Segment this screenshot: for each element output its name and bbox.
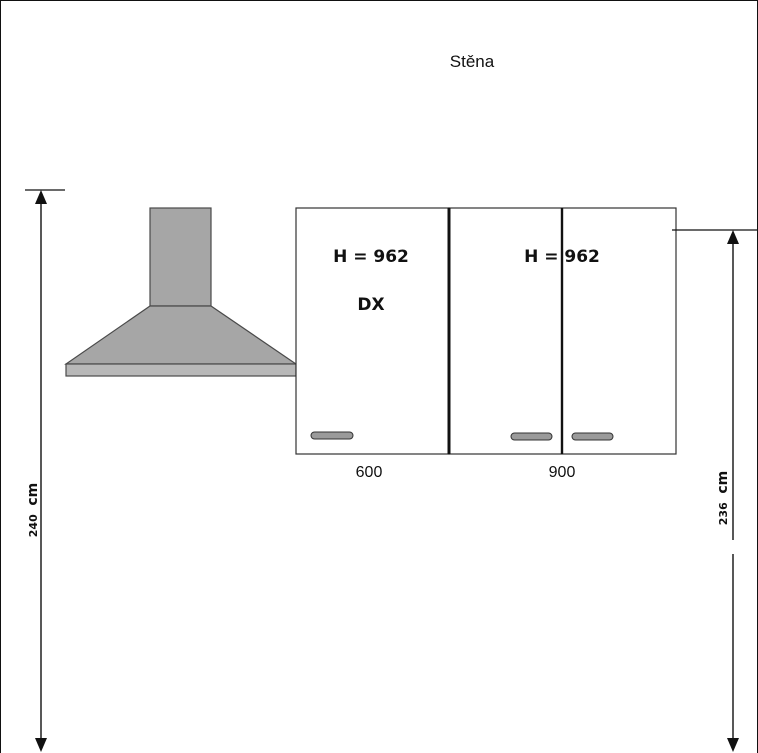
cabinet-left-body	[295, 207, 450, 455]
cabinet-left-width-label: 600	[356, 464, 383, 481]
cabinet-left-side-label: DX	[357, 295, 384, 315]
cabinet-top-height-arrow-up-icon	[727, 230, 739, 244]
cabinet-right-width-label: 900	[549, 464, 576, 481]
total-height-dimension: 240 cm	[22, 189, 65, 752]
cabinet-right-handle-left	[510, 432, 553, 441]
wall-label: Stěna	[450, 52, 495, 71]
cabinet-top-height-label: 236 cm	[712, 471, 731, 525]
cabinet-right: H = 962 900	[447, 207, 677, 481]
total-height-arrow-down-icon	[35, 738, 47, 752]
hood-canopy	[64, 305, 298, 365]
total-height-label: 240 cm	[22, 483, 41, 537]
total-height-arrow-up-icon	[35, 190, 47, 204]
cabinet-right-height-label: H = 962	[524, 247, 600, 267]
cabinet-left-height-label: H = 962	[333, 247, 409, 267]
hood-chimney	[149, 207, 212, 307]
cabinet-right-handle-right	[571, 432, 614, 441]
cabinet-top-height-arrow-down-icon	[727, 738, 739, 752]
cabinet-top-height-gap	[726, 540, 740, 554]
cabinet-top-height-dimension: 236 cm	[672, 229, 757, 752]
cabinet-left: H = 962 DX 600	[295, 207, 450, 481]
cabinet-left-handle	[310, 431, 354, 440]
hood-base	[65, 363, 297, 377]
range-hood	[64, 207, 298, 377]
